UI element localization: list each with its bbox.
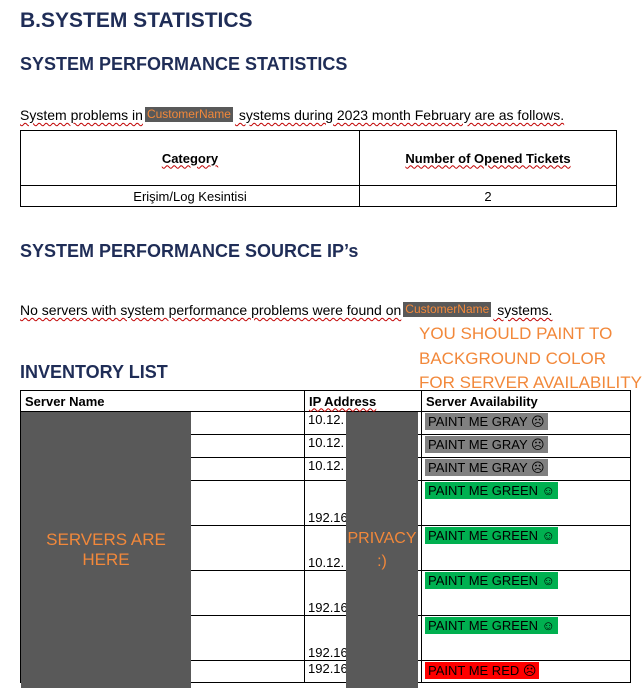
category-table: Category Number of Opened Tickets Erişim… xyxy=(20,130,617,207)
section-heading-source-ips: SYSTEM PERFORMANCE SOURCE IP’s xyxy=(20,241,359,261)
ip-address-header: IP Address xyxy=(304,390,422,412)
availability-cell: PAINT ME GREEN ☺ xyxy=(421,525,631,571)
intro-paragraph: System problems in CustomerName systems d… xyxy=(20,107,564,123)
availability-badge: PAINT ME GRAY ☹ xyxy=(425,436,548,453)
intro-text-before: System problems in xyxy=(20,107,143,123)
no-servers-text-after: systems. xyxy=(493,302,553,318)
availability-badge: PAINT ME GRAY ☹ xyxy=(425,413,548,430)
availability-cell: PAINT ME GREEN ☺ xyxy=(421,480,631,526)
availability-badge: PAINT ME GREEN ☺ xyxy=(425,482,558,499)
availability-badge: PAINT ME GREEN ☺ xyxy=(425,617,558,634)
availability-cell: PAINT ME RED ☹ xyxy=(421,660,631,683)
availability-cell: PAINT ME GRAY ☹ xyxy=(421,457,631,481)
customer-name-tag: CustomerName xyxy=(144,107,233,122)
category-cell: Erişim/Log Kesintisi xyxy=(20,185,360,207)
availability-cell: PAINT ME GRAY ☹ xyxy=(421,434,631,458)
availability-cell: PAINT ME GRAY ☹ xyxy=(421,411,631,435)
availability-badge: PAINT ME GREEN ☺ xyxy=(425,527,558,544)
availability-badge: PAINT ME GRAY ☹ xyxy=(425,459,548,476)
page-heading: B.SYSTEM STATISTICS xyxy=(20,9,253,32)
inventory-header-row: Server Name IP Address Server Availabili… xyxy=(20,390,631,412)
availability-cell: PAINT ME GREEN ☺ xyxy=(421,570,631,616)
availability-badge: PAINT ME RED ☹ xyxy=(425,662,540,679)
paint-instruction-note: YOU SHOULD PAINT TO BACKGROUND COLOR FOR… xyxy=(419,324,642,392)
tickets-cell: 2 xyxy=(359,185,617,207)
intro-text-after: systems during 2023 month February are a… xyxy=(234,107,565,123)
server-availability-header: Server Availability xyxy=(421,390,631,412)
availability-badge: PAINT ME GREEN ☺ xyxy=(425,572,558,589)
no-servers-paragraph: No servers with system performance probl… xyxy=(20,302,552,318)
inventory-table: Server Name IP Address Server Availabili… xyxy=(20,390,631,683)
section-heading-inventory: INVENTORY LIST xyxy=(20,362,168,382)
customer-name-tag-2: CustomerName xyxy=(403,302,492,317)
category-header: Category xyxy=(20,130,360,186)
servers-redaction-label: SERVERS ARE HERE xyxy=(46,530,166,569)
servers-redaction-box: SERVERS ARE HERE xyxy=(21,412,191,688)
privacy-redaction-box: PRIVACY :) xyxy=(346,412,418,688)
server-name-header: Server Name xyxy=(20,390,305,412)
privacy-redaction-label: PRIVACY :) xyxy=(347,530,417,570)
no-servers-text-before: No servers with system performance probl… xyxy=(20,302,402,318)
tickets-header: Number of Opened Tickets xyxy=(359,130,617,186)
section-heading-performance: SYSTEM PERFORMANCE STATISTICS xyxy=(20,54,348,74)
availability-cell: PAINT ME GREEN ☺ xyxy=(421,615,631,661)
